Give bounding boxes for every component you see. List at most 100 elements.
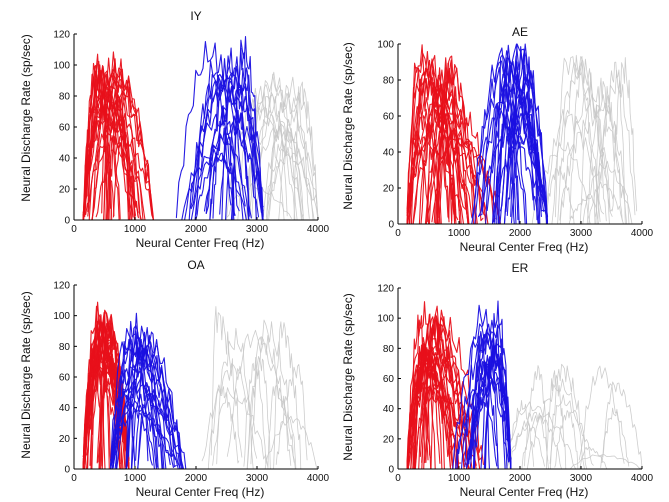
low-response-curve — [84, 64, 112, 215]
other-response-curve — [550, 363, 588, 470]
panel-er: 0 1000 2000 3000 4000 0 20 40 60 80 100 120 ER Neural… — [341, 261, 654, 499]
curves — [406, 300, 643, 470]
high-response-curve — [125, 325, 177, 470]
other-response-curve — [267, 384, 296, 470]
other-response-curve — [568, 194, 599, 225]
other-response-curve — [264, 415, 318, 470]
x-tick-label: 1000 — [124, 473, 147, 484]
other-response-curve — [506, 399, 535, 468]
y-tick-label: 100 — [53, 61, 70, 72]
y-tick-label: 40 — [383, 404, 395, 415]
high-response-curve — [175, 41, 240, 219]
other-response-curve — [273, 321, 302, 470]
other-response-curve — [611, 57, 638, 212]
other-response-curve — [578, 365, 625, 464]
low-response-curve — [437, 59, 460, 219]
x-tick-label: 3000 — [246, 473, 269, 484]
other-response-curve — [226, 329, 295, 463]
low-response-curve — [408, 115, 439, 225]
high-response-curve — [137, 393, 181, 470]
panel-iy: 0 1000 2000 3000 4000 0 20 40 60 80 100 120 IY Neural… — [19, 9, 330, 250]
y-tick-label: 20 — [383, 434, 395, 445]
high-response-curve — [184, 113, 244, 221]
low-response-curve — [88, 67, 154, 221]
x-tick-label: 4000 — [307, 224, 330, 235]
x-tick-label: 0 — [71, 473, 77, 484]
y-tick-label: 40 — [59, 403, 71, 414]
low-response-curve — [412, 345, 429, 466]
low-response-curve — [406, 52, 466, 217]
panel-oa: 0 1000 2000 3000 4000 0 20 40 60 80 100 120 OA Neural… — [19, 258, 330, 499]
curves — [406, 43, 638, 225]
high-response-curve — [472, 330, 490, 470]
other-response-curve — [559, 92, 613, 221]
panel-title: OA — [187, 258, 204, 272]
high-response-curve — [492, 80, 528, 225]
low-response-curve — [431, 129, 501, 223]
y-tick-label: 80 — [59, 92, 71, 103]
x-tick-label: 2000 — [509, 473, 532, 484]
high-response-curve — [232, 36, 264, 216]
other-response-curve — [293, 81, 319, 221]
low-response-curve — [412, 350, 459, 470]
x-axis-label: Neural Center Freq (Hz) — [136, 485, 265, 499]
other-response-curve — [579, 446, 608, 470]
y-tick-label: 0 — [64, 216, 70, 227]
low-response-curve — [418, 67, 461, 225]
other-response-curve — [508, 411, 549, 470]
y-tick-label: 80 — [59, 342, 71, 353]
other-response-curve — [546, 370, 567, 470]
y-tick-label: 40 — [383, 148, 395, 159]
other-response-curve — [251, 73, 298, 221]
y-tick-label: 0 — [64, 465, 70, 476]
other-response-curve — [549, 394, 594, 466]
y-tick-label: 0 — [388, 220, 394, 231]
high-response-curve — [125, 347, 185, 470]
low-response-curve — [107, 108, 133, 221]
y-tick-label: 40 — [59, 154, 71, 165]
y-axis-label: Neural Discharge Rate (sp/sec) — [19, 291, 33, 458]
low-response-curve — [406, 58, 473, 218]
y-tick-label: 60 — [383, 374, 395, 385]
other-response-curve — [588, 181, 624, 225]
y-tick-label: 120 — [53, 281, 70, 292]
curves — [82, 301, 318, 470]
high-response-curve — [110, 327, 171, 467]
x-tick-label: 3000 — [246, 224, 269, 235]
x-tick-label: 1000 — [448, 228, 471, 239]
y-axis-label: Neural Discharge Rate (sp/sec) — [19, 34, 33, 201]
x-tick-label: 4000 — [307, 473, 330, 484]
other-response-curve — [579, 81, 628, 225]
y-tick-label: 80 — [383, 76, 395, 87]
other-response-curve — [266, 76, 310, 221]
other-response-curve — [554, 410, 579, 470]
high-response-curve — [209, 127, 235, 220]
x-tick-label: 3000 — [570, 473, 593, 484]
other-response-curve — [255, 85, 319, 221]
high-response-curve — [510, 90, 541, 225]
x-axis-label: Neural Center Freq (Hz) — [460, 240, 589, 254]
high-response-curve — [496, 115, 517, 225]
other-response-curve — [210, 306, 243, 458]
other-response-curve — [521, 415, 562, 470]
x-tick-label: 0 — [395, 473, 401, 484]
low-response-curve — [82, 320, 121, 465]
other-response-curve — [226, 87, 285, 221]
low-response-curve — [406, 352, 457, 470]
x-tick-label: 1000 — [124, 224, 147, 235]
y-tick-label: 0 — [388, 465, 394, 476]
panel-ae: 0 1000 2000 3000 4000 0 20 40 60 80 100 AE Neural Ce… — [341, 25, 654, 254]
other-response-curve — [582, 160, 633, 225]
y-tick-label: 20 — [383, 184, 395, 195]
other-response-curve — [266, 92, 319, 218]
other-response-curve — [275, 363, 308, 465]
x-tick-label: 3000 — [570, 228, 593, 239]
y-axis-label: Neural Discharge Rate (sp/sec) — [341, 293, 355, 460]
other-response-curve — [601, 381, 643, 468]
x-axis-label: Neural Center Freq (Hz) — [460, 485, 589, 499]
other-response-curve — [524, 365, 549, 467]
x-tick-label: 4000 — [631, 228, 654, 239]
other-response-curve — [551, 56, 610, 225]
other-response-curve — [207, 327, 254, 470]
